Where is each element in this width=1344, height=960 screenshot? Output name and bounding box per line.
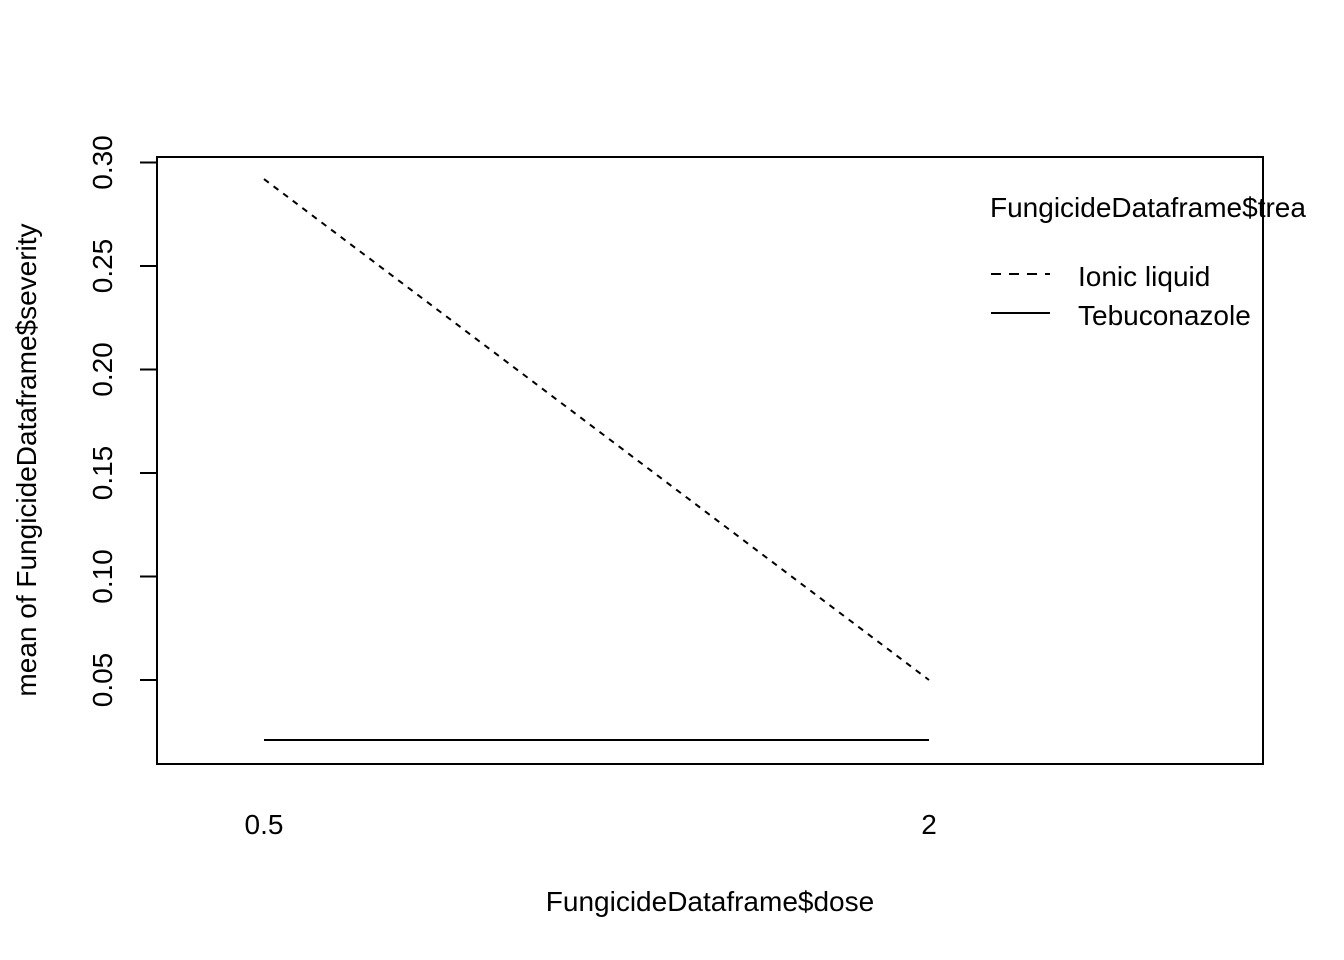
y-tick-label: 0.25	[87, 239, 118, 294]
legend: FungicideDataframe$trea Ionic liquid Teb…	[990, 192, 1306, 331]
series-line-ionic-liquid	[263, 178, 930, 681]
y-axis-title: mean of FungicideDataframe$severity	[11, 223, 42, 696]
plot-frame	[156, 156, 1264, 765]
y-tick-label: 0.05	[87, 653, 118, 708]
x-axis-title: FungicideDataframe$dose	[546, 886, 874, 917]
legend-label-ionic-liquid: Ionic liquid	[1078, 261, 1210, 292]
x-axis: 0.5 2	[245, 809, 937, 840]
y-tick-label: 0.10	[87, 549, 118, 604]
y-axis: 0.05 0.10 0.15 0.20 0.25 0.30	[87, 135, 158, 708]
legend-label-tebuconazole: Tebuconazole	[1078, 300, 1251, 331]
legend-title: FungicideDataframe$trea	[990, 192, 1306, 223]
x-tick-label: 2	[921, 809, 937, 840]
y-tick-label: 0.30	[87, 135, 118, 190]
y-tick-label: 0.15	[87, 446, 118, 501]
y-tick-label: 0.20	[87, 342, 118, 397]
x-tick-label: 0.5	[245, 809, 284, 840]
series-layer	[263, 178, 930, 742]
